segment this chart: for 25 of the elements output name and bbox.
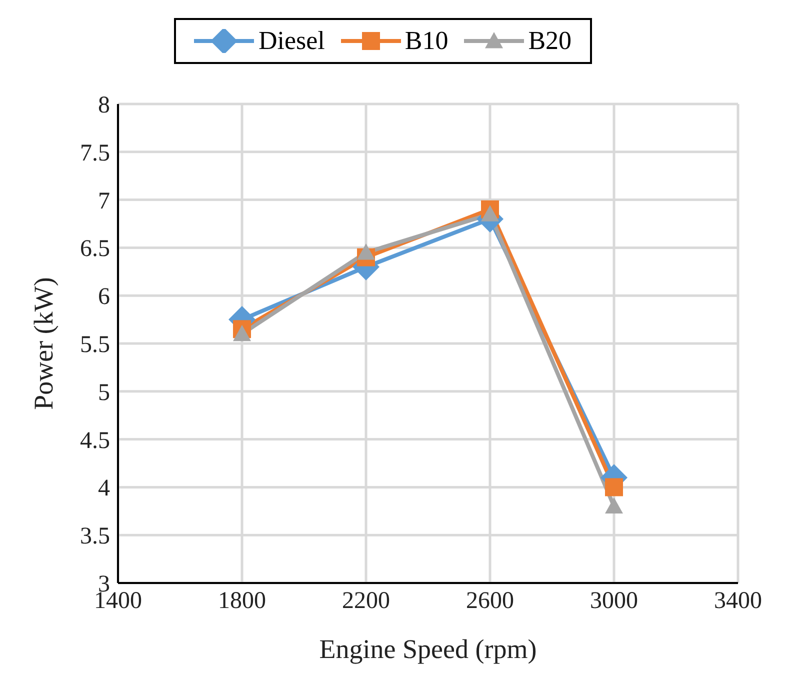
- y-tick-label: 3.5: [80, 524, 110, 550]
- y-tick-label: 7: [98, 188, 110, 214]
- y-tick-label: 4: [98, 476, 110, 502]
- x-tick-label: 3000: [590, 588, 638, 614]
- y-tick-label: 7.5: [80, 140, 110, 166]
- y-tick-label: 4.5: [80, 428, 110, 454]
- x-tick-label: 2200: [342, 588, 390, 614]
- point: [481, 205, 499, 222]
- y-tick-label: 5: [98, 380, 110, 406]
- point: [357, 243, 375, 260]
- y-tick-label: 5.5: [80, 332, 110, 358]
- x-axis-title: Engine Speed (rpm): [319, 634, 537, 664]
- legend-label: B10: [404, 26, 448, 56]
- y-tick-label: 6: [98, 284, 110, 310]
- x-tick-label: 1800: [218, 588, 266, 614]
- y-tick-label: 8: [98, 92, 110, 119]
- x-tick-label: 2600: [466, 588, 514, 614]
- legend-label: B20: [527, 26, 572, 56]
- point: [605, 478, 623, 496]
- legend-label: Diesel: [257, 26, 325, 56]
- y-axis-title: Power (kW): [28, 277, 59, 410]
- x-tick-label: 3400: [714, 588, 762, 614]
- point: [233, 324, 251, 342]
- point: [605, 497, 623, 514]
- y-tick-label: 6.5: [80, 236, 110, 262]
